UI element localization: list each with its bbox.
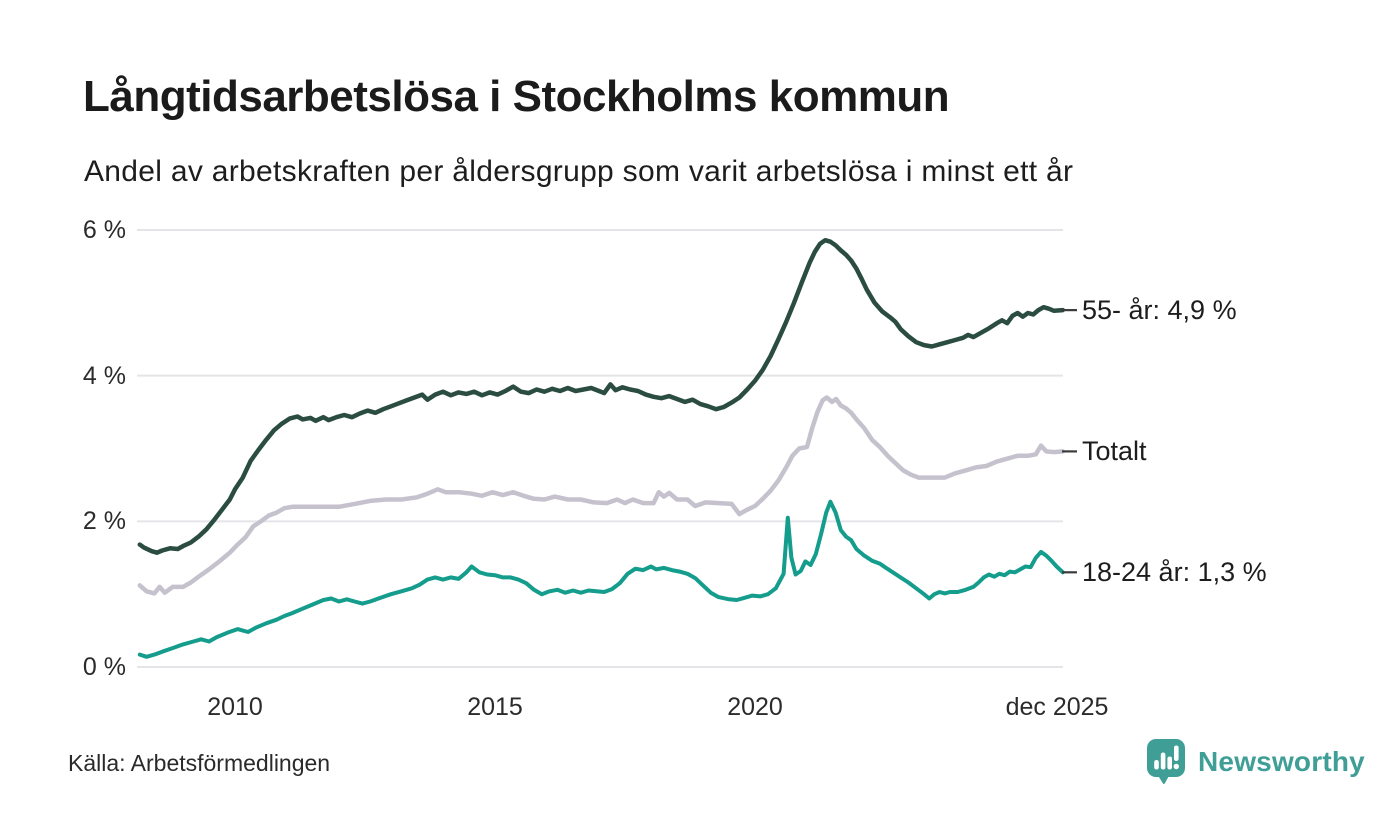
series-label-18-24: 18-24 år: 1,3 % <box>1082 557 1267 587</box>
newsworthy-logo: Newsworthy <box>1146 738 1365 785</box>
y-axis-tick-4: 4 % <box>82 362 126 390</box>
x-axis-tick-2020: 2020 <box>727 693 783 721</box>
newsworthy-bubble-chart-icon <box>1147 739 1185 785</box>
y-axis-tick-6: 6 % <box>82 216 126 244</box>
y-axis-tick-0: 0 % <box>82 653 126 681</box>
series-line-18-24 år <box>137 499 1065 659</box>
series-label-55: 55- år: 4,9 % <box>1082 295 1237 325</box>
source-note: Källa: Arbetsförmedlingen <box>68 750 331 776</box>
x-axis-tick-2010: 2010 <box>207 693 263 721</box>
page-title: Långtidsarbetslösa i Stockholms kommun <box>83 72 950 121</box>
chart-subtitle: Andel av arbetskraften per åldersgrupp s… <box>84 155 1074 188</box>
x-axis-tick-dec-2025: dec 2025 <box>1005 693 1109 721</box>
y-axis-tick-2: 2 % <box>82 507 126 535</box>
series-label-totalt: Totalt <box>1082 436 1147 466</box>
x-axis-tick-2015: 2015 <box>467 693 523 721</box>
series-line-Totalt <box>137 395 1066 596</box>
newsworthy-wordmark: Newsworthy <box>1198 745 1365 777</box>
series-line-55- år <box>137 237 1066 555</box>
